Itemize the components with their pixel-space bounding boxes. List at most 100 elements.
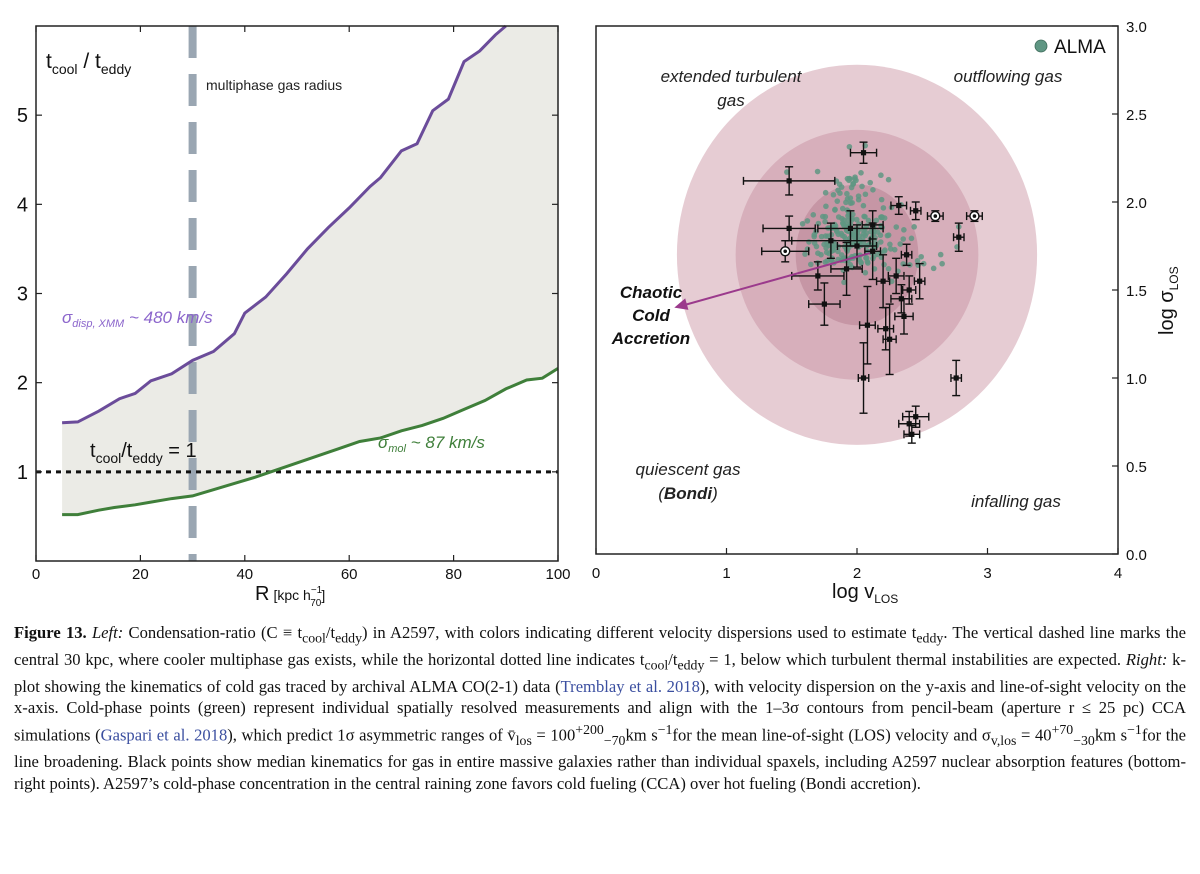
galaxy-marker	[828, 238, 834, 244]
galaxy-marker	[843, 266, 850, 272]
caption-text: /t	[668, 649, 678, 669]
alma-point	[818, 233, 825, 240]
alma-point	[858, 170, 864, 176]
galaxy-point	[808, 282, 841, 326]
cca-arrow-shaft	[682, 252, 871, 307]
left-y-tick-label: 5	[17, 105, 28, 127]
alma-point	[860, 202, 867, 209]
alma-point	[835, 214, 842, 220]
galaxy-point	[952, 222, 965, 252]
legend-label: ALMA	[1054, 37, 1106, 58]
gaspari-link[interactable]: Gaspari et al. 2018	[100, 725, 228, 745]
galaxy-point	[882, 303, 897, 376]
right-x-tick-label: 1	[722, 565, 730, 582]
alma-point	[847, 195, 854, 201]
galaxy-marker	[860, 150, 867, 156]
galaxy-point	[901, 275, 917, 305]
extended-label-1: extended turbulent	[661, 67, 803, 86]
galaxy-point	[830, 241, 863, 296]
sigma-disp-label: σdisp, XMM ~ 480 km/s	[62, 308, 213, 330]
alma-point	[863, 255, 870, 261]
alma-point	[860, 230, 867, 237]
galaxy-marker	[870, 222, 876, 228]
caption-sub: eddy	[335, 630, 362, 646]
galaxy-marker	[883, 326, 889, 332]
caption-sup: −1	[657, 722, 673, 737]
alma-point	[939, 260, 945, 267]
left-x-tick-label: 40	[236, 566, 253, 583]
alma-point	[850, 211, 856, 218]
cca-label-3: Accretion	[611, 329, 690, 348]
right-x-tick-label: 0	[592, 565, 600, 582]
galaxy-point	[761, 240, 810, 263]
galaxy-point	[903, 424, 921, 444]
right-y-tick-label: 3.0	[1126, 19, 1147, 36]
galaxy-marker	[953, 375, 959, 381]
galaxy-marker	[821, 301, 827, 307]
right-y-tick-label: 1.5	[1126, 283, 1147, 300]
galaxy-marker	[815, 273, 821, 279]
alma-point	[804, 218, 811, 224]
right-x-ticks: 0 1 2 3 4	[592, 548, 1122, 582]
left-panel: 0 20 40 60 80 100 1 2 3 4 5 tcool / teddy multiph…	[17, 24, 571, 609]
left-x-tick-label: 0	[32, 566, 40, 583]
multiphase-label: multiphase gas radius	[206, 77, 342, 93]
alma-point	[822, 189, 829, 196]
galaxy-point	[857, 342, 870, 414]
galaxy-marker	[854, 243, 860, 249]
alma-point	[874, 251, 881, 258]
alma-point	[832, 206, 838, 213]
alma-point	[878, 214, 884, 220]
caption-text: . The vertical dashed line marks the cen…	[14, 623, 1186, 669]
alma-point	[844, 248, 851, 254]
galaxy-marker	[896, 202, 902, 209]
galaxy-marker	[906, 287, 912, 293]
caption-sub: −70	[603, 732, 626, 748]
alma-point	[823, 249, 830, 256]
unity-label: tcool/teddy = 1	[90, 440, 197, 466]
alma-point	[920, 260, 927, 267]
alma-point	[844, 175, 851, 182]
galaxy-point	[836, 224, 878, 268]
sigma-disp-line	[62, 24, 507, 425]
caption-text: k-plot showing the kinematics of cold ga…	[14, 649, 1186, 696]
alma-point	[822, 218, 828, 225]
cool-ratio-band-fill	[62, 26, 558, 515]
alma-point	[841, 279, 847, 286]
galaxy-point	[950, 359, 963, 397]
galaxy-point	[849, 141, 878, 164]
alma-point	[802, 251, 808, 257]
alma-point	[834, 198, 841, 204]
alma-point	[862, 213, 868, 220]
caption-text: ), which predict 1σ asymmetric ranges of…	[227, 725, 516, 745]
alma-point	[937, 251, 944, 258]
right-x-tick-label: 2	[853, 565, 861, 582]
alma-point	[815, 220, 822, 227]
alma-point	[865, 260, 871, 266]
galaxy-points	[742, 141, 983, 444]
alma-point	[824, 258, 830, 264]
alma-point	[887, 246, 894, 252]
cca-arrow-head	[674, 298, 689, 310]
galaxy-point	[887, 257, 905, 295]
alma-point	[843, 221, 849, 228]
cca-label-1: Chaotic	[620, 283, 683, 302]
galaxy-point	[965, 210, 983, 223]
galaxy-point	[877, 306, 895, 351]
alma-point	[851, 176, 858, 182]
galaxy-point	[926, 210, 944, 223]
right-x-tick-label: 4	[1114, 565, 1122, 582]
alma-point	[877, 239, 884, 245]
tremblay-link[interactable]: Tremblay et al. 2018	[560, 676, 700, 696]
left-x-tick-label: 80	[445, 566, 462, 583]
galaxy-marker	[913, 208, 919, 214]
legend: ALMA	[1034, 37, 1106, 58]
right-y-ticks: 0.0 0.5 1.0 1.5 2.0 2.5 3.0	[1112, 19, 1147, 564]
alma-point	[814, 168, 821, 175]
left-x-tick-label: 100	[545, 566, 570, 583]
alma-point	[859, 183, 865, 190]
extended-label-2: gas	[717, 91, 745, 110]
caption-text: = 100	[531, 725, 576, 745]
alma-point	[911, 224, 917, 230]
left-y-ticks: 1 2 3 4 5	[17, 105, 558, 484]
